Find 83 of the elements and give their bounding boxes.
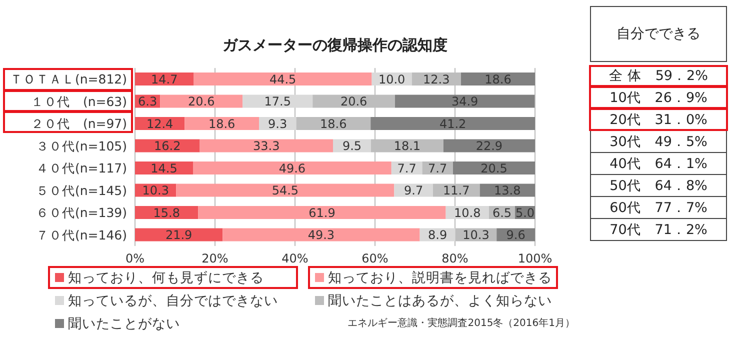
- data-label: 33.3: [253, 139, 280, 154]
- y-tick-label: １０代 (n=63): [30, 94, 127, 109]
- bar: [198, 206, 446, 219]
- legend-label: 聞いたことがない: [67, 314, 181, 333]
- bar: [194, 72, 372, 86]
- data-label: 8.9: [428, 228, 448, 242]
- bar: [176, 184, 394, 197]
- bar: [135, 228, 223, 242]
- x-tick-label: 0%: [125, 252, 145, 266]
- data-label: 54.5: [272, 184, 299, 198]
- data-label: 9.3: [268, 116, 288, 131]
- text: エネルギー意識・実態調査2015冬（2016年1月）: [348, 316, 575, 330]
- text: 30代 49．5%: [590, 131, 727, 153]
- bar: [200, 139, 333, 152]
- y-tick-label: ７０代(n=146): [36, 227, 127, 242]
- data-label: 10.3: [142, 184, 169, 198]
- data-label: 20.6: [188, 94, 215, 109]
- data-label: 5.0: [515, 206, 535, 220]
- bar: [160, 94, 243, 108]
- legend-label: 聞いたことはあるが、よく知らない: [327, 292, 553, 310]
- text: 70代 71．2%: [590, 219, 727, 241]
- data-label: 7.7: [397, 161, 416, 176]
- data-label: 20.5: [480, 161, 508, 176]
- y-tick-label: ６０代(n=139): [36, 205, 127, 220]
- data-label: 7.7: [428, 161, 448, 176]
- data-label: 17.5: [264, 94, 291, 109]
- data-label: 15.8: [153, 206, 180, 220]
- bar: [461, 72, 535, 86]
- data-label: 9.5: [342, 139, 362, 154]
- bar: [222, 228, 420, 242]
- data-label: 34.9: [451, 94, 478, 109]
- x-tick-label: 60%: [362, 252, 388, 266]
- y-tick-label: ２０代 (n=97): [30, 116, 127, 132]
- data-label: 6.3: [138, 94, 158, 109]
- text: 50代 64．8%: [590, 175, 727, 197]
- bar: [453, 161, 535, 174]
- text: 自分でできる: [590, 6, 727, 62]
- bar: [370, 116, 535, 130]
- data-label: 49.3: [308, 228, 335, 242]
- y-tick-label: ５０代(n=145): [36, 182, 127, 198]
- data-label: 10.8: [454, 206, 481, 220]
- text: 40代 64．1%: [590, 153, 727, 175]
- y-tick-label: ４０代(n=117): [36, 160, 127, 176]
- legend-label: 知っており、何も見ずにできる: [67, 268, 265, 287]
- bar: [242, 94, 313, 108]
- chart-title: ガスメーターの復帰操作の認知度: [222, 36, 448, 55]
- data-label: 18.6: [320, 116, 347, 131]
- x-tick-label: 80%: [442, 252, 468, 266]
- data-label: 18.6: [208, 116, 236, 131]
- text: 60代 77．7%: [590, 197, 727, 219]
- bar: [135, 72, 194, 86]
- x-tick-label: 20%: [202, 252, 228, 266]
- x-tick-label: 40%: [282, 252, 308, 266]
- data-label: 22.9: [476, 139, 503, 154]
- data-label: 10.0: [378, 72, 406, 86]
- data-label: 18.6: [484, 72, 512, 86]
- data-label: 44.5: [269, 72, 296, 86]
- data-label: 9.7: [404, 184, 424, 198]
- data-label: 14.7: [151, 72, 178, 86]
- data-label: 11.7: [443, 184, 470, 198]
- data-label: 6.5: [492, 206, 512, 220]
- bar: [443, 139, 535, 152]
- data-label: 12.4: [146, 116, 174, 131]
- data-label: 13.8: [494, 184, 521, 198]
- bar: [395, 94, 535, 108]
- data-label: 18.1: [394, 139, 421, 154]
- data-label: 49.6: [278, 161, 306, 176]
- legend-label: 知っており、説明書を見ればできる: [327, 268, 553, 287]
- data-label: 20.6: [340, 94, 368, 109]
- data-label: 14.5: [150, 161, 178, 176]
- data-label: 9.6: [506, 228, 526, 242]
- data-label: 10.3: [462, 228, 490, 242]
- data-label: 61.9: [308, 206, 336, 220]
- data-label: 12.3: [423, 72, 450, 86]
- bar: [193, 161, 392, 174]
- y-tick-label: ＴＯＴＡＬ(n=812): [10, 72, 127, 87]
- data-label: 16.2: [154, 139, 181, 154]
- bar: [135, 139, 200, 152]
- data-label: 41.2: [439, 116, 466, 131]
- data-label: 21.9: [165, 228, 192, 242]
- y-tick-label: ３０代(n=105): [36, 138, 127, 154]
- legend-label: 知っているが、自分ではできない: [67, 292, 279, 310]
- x-tick-label: 100%: [518, 252, 552, 266]
